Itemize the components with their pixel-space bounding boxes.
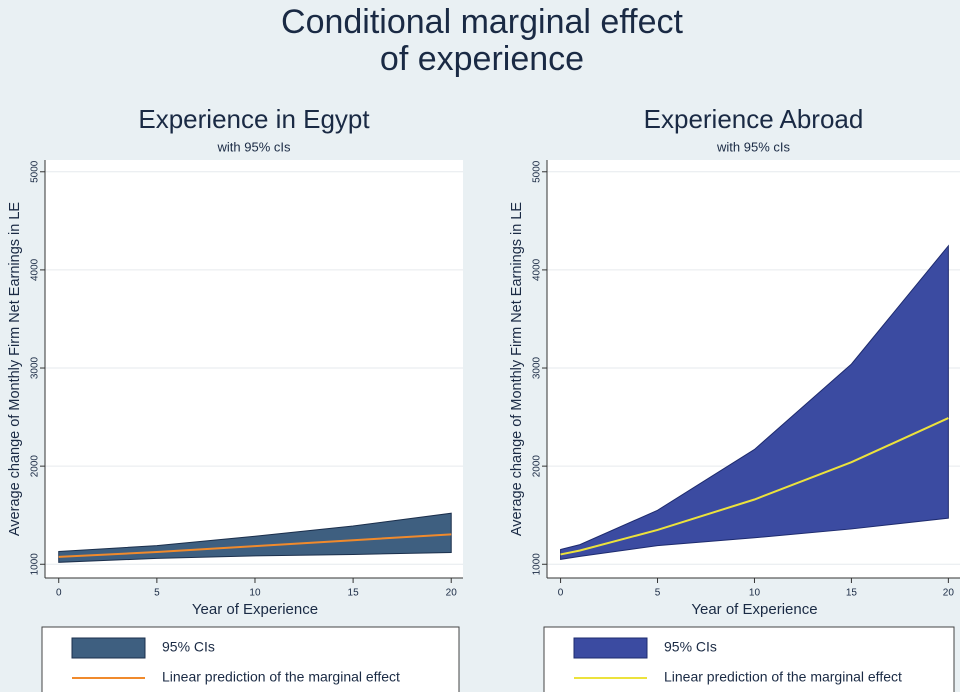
x-tick-label: 15 bbox=[846, 588, 858, 599]
chart-panel: Experience in Egypt with 95% cIs 1000 2000 3… bbox=[7, 104, 463, 692]
x-tick-label: 5 bbox=[154, 588, 160, 599]
x-axis-label: Year of Experience bbox=[192, 601, 318, 618]
prediction-line bbox=[58, 533, 452, 558]
chart-title: Experience in Egypt bbox=[138, 104, 370, 134]
legend-swatch bbox=[573, 637, 648, 659]
y-tick-label: 1000 bbox=[532, 553, 543, 576]
y-axis-label: Average change of Monthly Firm Net Earni… bbox=[7, 202, 23, 537]
page-title: Conditional marginal effect bbox=[281, 3, 683, 41]
ci-band bbox=[58, 512, 452, 563]
y-tick-label: 1000 bbox=[30, 553, 41, 576]
chart-title: Experience Abroad bbox=[644, 104, 864, 134]
x-axis-label: Year of Experience bbox=[691, 601, 817, 618]
chart-panel: Experience Abroad with 95% cIs 1000 2000 300… bbox=[509, 104, 960, 692]
legend-label: Linear prediction of the marginal effect bbox=[664, 669, 902, 685]
y-tick-label: 2000 bbox=[532, 455, 543, 478]
x-tick-label: 10 bbox=[249, 588, 261, 599]
legend-label: 95% CIs bbox=[664, 639, 717, 655]
x-tick-label: 0 bbox=[558, 588, 564, 599]
y-tick-label: 3000 bbox=[532, 356, 543, 379]
x-tick-label: 20 bbox=[943, 588, 955, 599]
x-tick-label: 0 bbox=[56, 588, 62, 599]
y-tick-label: 5000 bbox=[532, 160, 543, 183]
x-tick-label: 10 bbox=[749, 588, 761, 599]
x-tick-label: 15 bbox=[348, 588, 360, 599]
ci-band bbox=[560, 244, 949, 560]
chart-subtitle: with 95% cIs bbox=[716, 139, 790, 154]
y-tick-label: 2000 bbox=[30, 455, 41, 478]
y-axis-label: Average change of Monthly Firm Net Earni… bbox=[509, 202, 525, 537]
x-tick-label: 5 bbox=[655, 588, 661, 599]
y-tick-label: 4000 bbox=[532, 258, 543, 281]
legend-label: 95% CIs bbox=[162, 639, 215, 655]
page-title: of experience bbox=[380, 40, 584, 78]
chart-subtitle: with 95% cIs bbox=[217, 139, 291, 154]
y-tick-label: 4000 bbox=[30, 258, 41, 281]
plot-area bbox=[45, 160, 463, 578]
y-tick-label: 3000 bbox=[30, 356, 41, 379]
y-tick-label: 5000 bbox=[30, 160, 41, 183]
x-tick-label: 20 bbox=[446, 588, 458, 599]
prediction-line bbox=[560, 417, 949, 556]
legend-label: Linear prediction of the marginal effect bbox=[162, 669, 400, 685]
legend-swatch bbox=[71, 637, 146, 659]
